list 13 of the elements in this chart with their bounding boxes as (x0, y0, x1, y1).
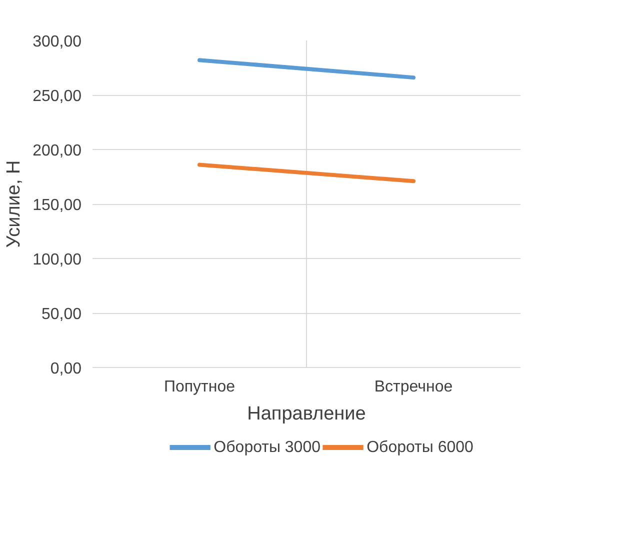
y-tick-label: 250,00 (32, 88, 82, 105)
y-axis-title: Усилие, Н (4, 160, 25, 248)
legend-label: Обороты 6000 (366, 439, 474, 456)
y-tick-label: 150,00 (32, 197, 82, 214)
x-tick-label: Попутное (164, 378, 236, 396)
legend-label: Обороты 3000 (214, 439, 321, 456)
y-tick-label: 200,00 (32, 142, 82, 160)
x-tick-label: Встречное (374, 378, 453, 396)
x-axis-title: Направление (247, 404, 366, 424)
y-tick-label: 300,00 (32, 34, 82, 50)
y-tick-label: 100,00 (32, 252, 82, 268)
y-tick-label: 0,00 (50, 360, 82, 378)
y-tick-label: 50,00 (41, 306, 82, 323)
